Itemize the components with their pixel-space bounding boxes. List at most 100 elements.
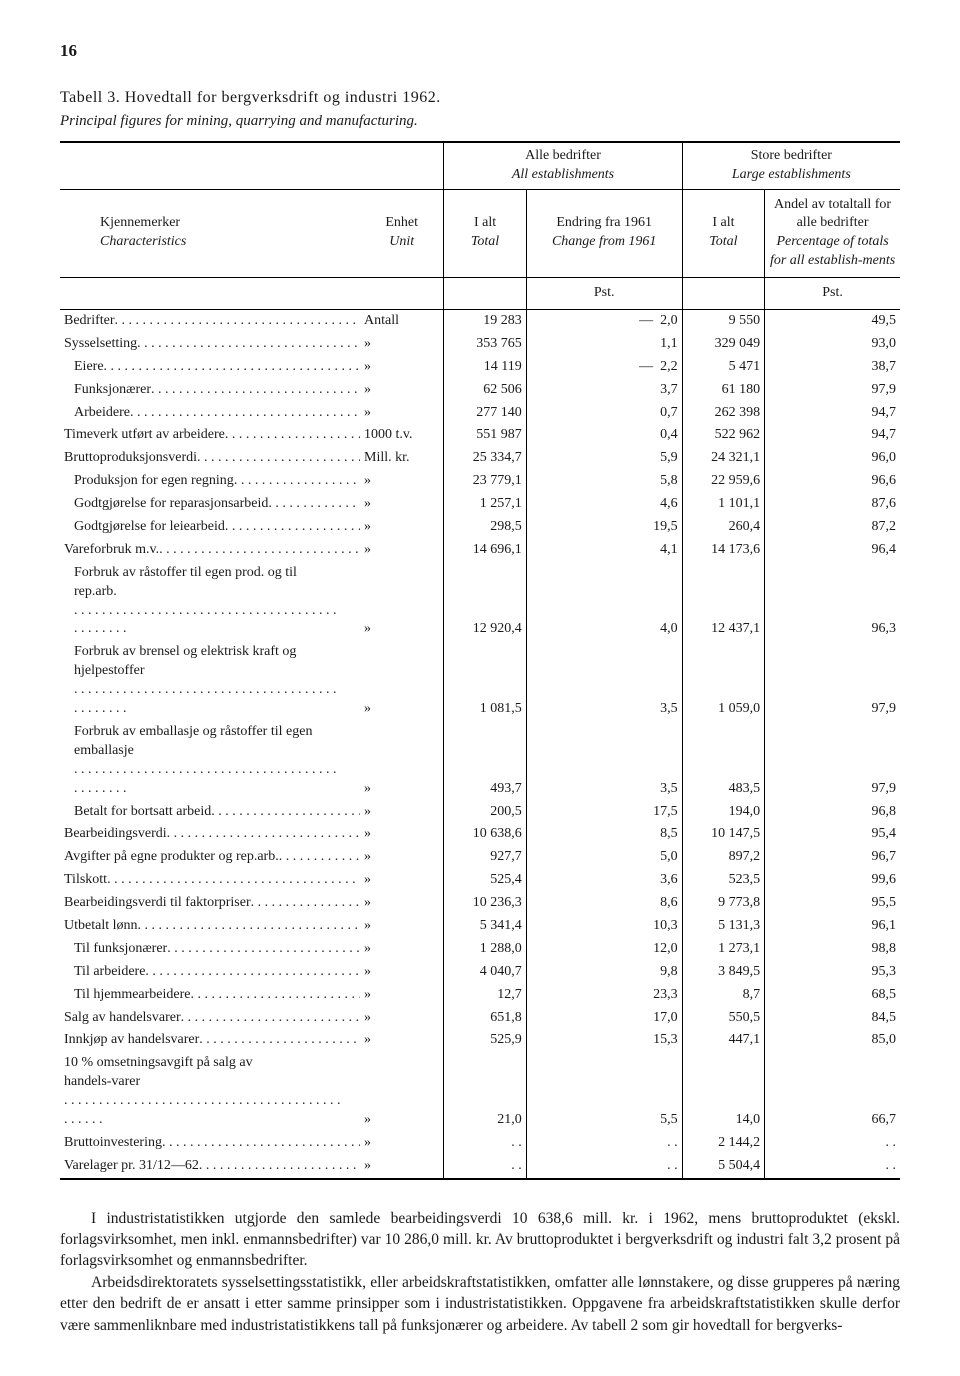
- row-value: 96,1: [765, 915, 900, 938]
- header-pst-1: Pst.: [526, 278, 682, 309]
- row-value: 12,7: [444, 984, 526, 1007]
- row-value: 98,8: [765, 938, 900, 961]
- row-label: Timeverk utført av arbeidere . . . . . .…: [60, 424, 360, 447]
- row-unit: »: [360, 1132, 444, 1155]
- row-value: 1 081,5: [444, 641, 526, 721]
- row-value: — 2,2: [526, 356, 682, 379]
- row-unit: »: [360, 402, 444, 425]
- row-value: 4 040,7: [444, 961, 526, 984]
- row-value: 96,4: [765, 539, 900, 562]
- row-value: 3,6: [526, 869, 682, 892]
- page-number: 16: [60, 40, 900, 63]
- row-unit: »: [360, 823, 444, 846]
- row-value: 9 550: [682, 310, 764, 333]
- row-value: 1 059,0: [682, 641, 764, 721]
- row-unit: Antall: [360, 310, 444, 333]
- row-value: 3,5: [526, 721, 682, 801]
- row-value: 200,5: [444, 801, 526, 824]
- row-value: 97,9: [765, 641, 900, 721]
- row-value: 5 341,4: [444, 915, 526, 938]
- row-value: 9,8: [526, 961, 682, 984]
- row-label: Til funksjonærer . . . . . . . . . . . .…: [60, 938, 360, 961]
- row-value: — 2,0: [526, 310, 682, 333]
- table-row: Forbruk av råstoffer til egen prod. og t…: [60, 562, 900, 642]
- row-unit: »: [360, 493, 444, 516]
- row-value: 5,5: [526, 1052, 682, 1132]
- row-value: 66,7: [765, 1052, 900, 1132]
- row-value: 10 236,3: [444, 892, 526, 915]
- row-label: Bedrifter . . . . . . . . . . . . . . . …: [60, 310, 360, 333]
- table-row: Funksjonærer . . . . . . . . . . . . . .…: [60, 379, 900, 402]
- row-unit: »: [360, 333, 444, 356]
- row-value: 483,5: [682, 721, 764, 801]
- table-row: Bruttoproduksjonsverdi . . . . . . . . .…: [60, 447, 900, 470]
- row-value: 15,3: [526, 1029, 682, 1052]
- row-label: Funksjonærer . . . . . . . . . . . . . .…: [60, 379, 360, 402]
- row-value: 95,5: [765, 892, 900, 915]
- row-value: 22 959,6: [682, 470, 764, 493]
- row-label: Tilskott . . . . . . . . . . . . . . . .…: [60, 869, 360, 892]
- row-label: Godtgjørelse for reparasjonsarbeid . . .…: [60, 493, 360, 516]
- row-label: Bruttoproduksjonsverdi . . . . . . . . .…: [60, 447, 360, 470]
- row-value: 10 638,6: [444, 823, 526, 846]
- row-unit: »: [360, 539, 444, 562]
- row-unit: »: [360, 869, 444, 892]
- table-row: Bearbeidingsverdi . . . . . . . . . . . …: [60, 823, 900, 846]
- row-value: 12 437,1: [682, 562, 764, 642]
- row-value: 12 920,4: [444, 562, 526, 642]
- row-unit: »: [360, 1029, 444, 1052]
- header-percentage: Andel av totaltall for alle bedrifter Pe…: [765, 190, 900, 278]
- row-label: Arbeidere . . . . . . . . . . . . . . . …: [60, 402, 360, 425]
- header-total-all: I alt Total: [444, 190, 526, 278]
- row-value: 38,7: [765, 356, 900, 379]
- row-value: 14 696,1: [444, 539, 526, 562]
- row-label: Til hjemmearbeidere . . . . . . . . . . …: [60, 984, 360, 1007]
- row-value: 522 962: [682, 424, 764, 447]
- table-row: Forbruk av emballasje og råstoffer til e…: [60, 721, 900, 801]
- body-paragraph-2: Arbeidsdirektoratets sysselsettingsstati…: [60, 1272, 900, 1336]
- row-value: 525,4: [444, 869, 526, 892]
- table-row: Timeverk utført av arbeidere . . . . . .…: [60, 424, 900, 447]
- row-value: 353 765: [444, 333, 526, 356]
- row-value: 95,4: [765, 823, 900, 846]
- table-row: Bearbeidingsverdi til faktorpriser . . .…: [60, 892, 900, 915]
- header-total-large: I alt Total: [682, 190, 764, 278]
- row-unit: »: [360, 470, 444, 493]
- header-group-large: Store bedrifter Large establishments: [682, 143, 900, 189]
- row-label: Forbruk av råstoffer til egen prod. og t…: [60, 562, 360, 642]
- row-value: 1 257,1: [444, 493, 526, 516]
- table-row: Tilskott . . . . . . . . . . . . . . . .…: [60, 869, 900, 892]
- row-label: Bruttoinvestering . . . . . . . . . . . …: [60, 1132, 360, 1155]
- table-row: Salg av handelsvarer . . . . . . . . . .…: [60, 1007, 900, 1030]
- table-row: Betalt for bortsatt arbeid . . . . . . .…: [60, 801, 900, 824]
- row-unit: 1000 t.v.: [360, 424, 444, 447]
- row-value: 96,7: [765, 846, 900, 869]
- row-value: 277 140: [444, 402, 526, 425]
- row-label: Forbruk av emballasje og råstoffer til e…: [60, 721, 360, 801]
- row-value: 1 273,1: [682, 938, 764, 961]
- row-label: 10 % omsetningsavgift på salg avhandels-…: [60, 1052, 360, 1132]
- header-unit: Enhet Unit: [360, 190, 444, 278]
- row-label: Forbruk av brensel og elektrisk kraft og…: [60, 641, 360, 721]
- row-value: 5 131,3: [682, 915, 764, 938]
- row-value: 99,6: [765, 869, 900, 892]
- row-unit: Mill. kr.: [360, 447, 444, 470]
- row-value: 5 504,4: [682, 1155, 764, 1178]
- row-value: 23,3: [526, 984, 682, 1007]
- row-value: 260,4: [682, 516, 764, 539]
- row-value: 0,7: [526, 402, 682, 425]
- row-value: 49,5: [765, 310, 900, 333]
- row-value: 87,6: [765, 493, 900, 516]
- row-unit: »: [360, 915, 444, 938]
- header-pst-2: Pst.: [765, 278, 900, 309]
- main-table: Alle bedrifter All establishments Store …: [60, 143, 900, 1178]
- row-value: 19,5: [526, 516, 682, 539]
- row-value: 3,5: [526, 641, 682, 721]
- row-value: 551 987: [444, 424, 526, 447]
- row-value: 1 288,0: [444, 938, 526, 961]
- row-value: 24 321,1: [682, 447, 764, 470]
- table-row: 10 % omsetningsavgift på salg avhandels-…: [60, 1052, 900, 1132]
- row-unit: »: [360, 379, 444, 402]
- row-value: . .: [526, 1155, 682, 1178]
- row-value: 0,4: [526, 424, 682, 447]
